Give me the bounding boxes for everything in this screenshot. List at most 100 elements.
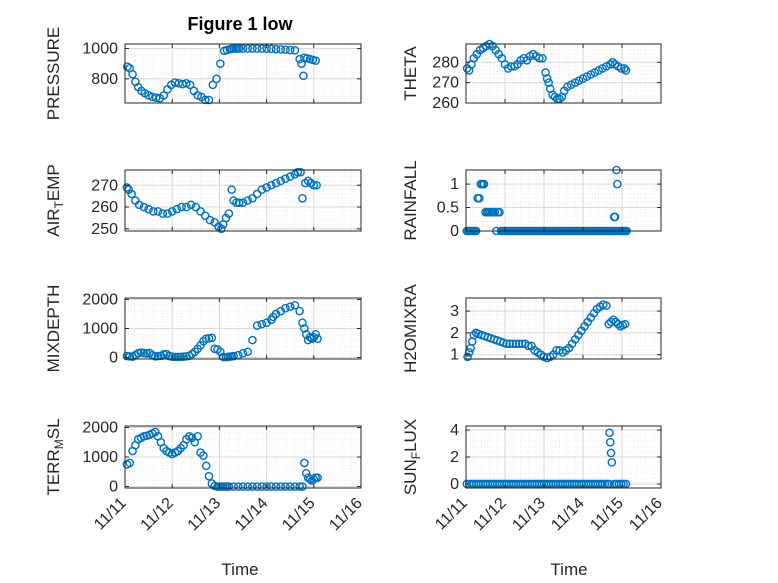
data-point	[149, 207, 158, 216]
data-point	[301, 468, 311, 478]
ylabel: TERRMSL	[44, 418, 66, 495]
data-point	[234, 44, 244, 53]
data-point	[311, 56, 320, 65]
left-xlabel: Time	[221, 560, 258, 579]
right-xlabel: Time	[550, 560, 587, 579]
data-point	[606, 60, 615, 69]
data-point	[281, 303, 290, 313]
data-point	[224, 209, 234, 218]
data-point	[128, 69, 137, 79]
data-point	[122, 351, 132, 361]
data-point	[238, 482, 248, 491]
subplot-theta: 260 270 280 THETA	[401, 39, 662, 112]
ytick-label: 280	[432, 54, 459, 71]
data-point	[311, 330, 320, 339]
data-point	[607, 458, 617, 467]
minor-grid	[466, 44, 661, 103]
data-point	[173, 352, 183, 362]
subplot-mixdepth: 0 1000 2000 MIXDEPTH	[44, 285, 362, 372]
data-point	[252, 44, 262, 53]
data-point	[474, 193, 484, 203]
subplot-h2omixra: 1 2 3 H2OMIXRA	[401, 283, 662, 373]
data-point	[167, 352, 177, 361]
ytick-label: 3	[450, 303, 459, 320]
data-point	[299, 71, 308, 81]
figure-title: Figure 1 low	[187, 14, 293, 34]
data-point	[271, 482, 281, 491]
ytick-label: 1000	[82, 321, 118, 338]
data-point	[281, 482, 290, 491]
subplot-air_temp: 250 260 270 AIRTEMP	[44, 164, 362, 238]
data-point	[153, 351, 163, 361]
data-point	[204, 471, 214, 481]
data-point	[610, 212, 620, 222]
data-point	[233, 482, 243, 491]
data-point	[290, 46, 300, 55]
ytick-label: 270	[91, 177, 118, 194]
data-point	[257, 482, 267, 491]
data-point	[227, 185, 236, 194]
data-point	[144, 91, 153, 100]
ytick-label: 1	[450, 347, 459, 364]
series-theta	[462, 39, 631, 104]
subplot-pressure: 800 1000 PRESSURE	[44, 27, 362, 120]
data-point	[276, 45, 286, 54]
axes-box	[124, 43, 362, 104]
data-point	[508, 339, 518, 349]
data-point	[234, 198, 244, 207]
data-point	[182, 79, 191, 88]
data-point	[298, 318, 307, 327]
data-point	[186, 200, 196, 210]
data-point	[511, 339, 521, 349]
data-point	[293, 167, 303, 177]
data-point	[248, 482, 257, 491]
data-point	[276, 176, 286, 186]
data-point	[538, 53, 547, 63]
data-point	[257, 319, 267, 329]
data-point	[542, 74, 552, 83]
data-point	[150, 352, 160, 361]
data-point	[122, 183, 132, 192]
data-point	[620, 64, 629, 73]
data-point	[271, 178, 281, 188]
data-point	[524, 341, 533, 351]
plot-area	[125, 44, 361, 103]
ytick-label: 250	[91, 221, 118, 238]
data-point	[295, 306, 304, 316]
data-point	[199, 451, 208, 460]
data-point	[267, 180, 276, 190]
data-point	[281, 45, 290, 55]
ylabel: THETA	[401, 46, 420, 101]
data-point	[609, 315, 618, 325]
data-point	[224, 482, 234, 491]
series-h2omixra	[463, 300, 630, 363]
data-point	[490, 207, 500, 217]
data-point	[204, 95, 214, 105]
data-point	[611, 317, 621, 327]
ytick-label: 2000	[82, 419, 118, 436]
ytick-label: 2000	[82, 291, 118, 308]
data-point	[620, 319, 630, 329]
ytick-label: 1	[450, 176, 459, 193]
data-point	[608, 58, 617, 67]
data-point	[176, 352, 185, 362]
ytick-label: 0	[109, 479, 118, 496]
data-point	[207, 333, 217, 343]
data-point	[252, 321, 262, 330]
data-point	[463, 352, 472, 362]
data-point	[300, 324, 309, 333]
data-point	[172, 204, 182, 214]
data-point	[229, 482, 238, 491]
data-point	[221, 213, 231, 223]
data-point	[200, 211, 210, 221]
data-point	[309, 180, 319, 190]
data-point	[125, 352, 135, 361]
ylabel: RAINFALL	[401, 160, 420, 240]
data-point	[191, 202, 201, 212]
ytick-label: 270	[432, 75, 459, 92]
data-point	[163, 209, 172, 218]
ytick-label: 2	[450, 325, 459, 342]
data-point	[257, 185, 267, 194]
